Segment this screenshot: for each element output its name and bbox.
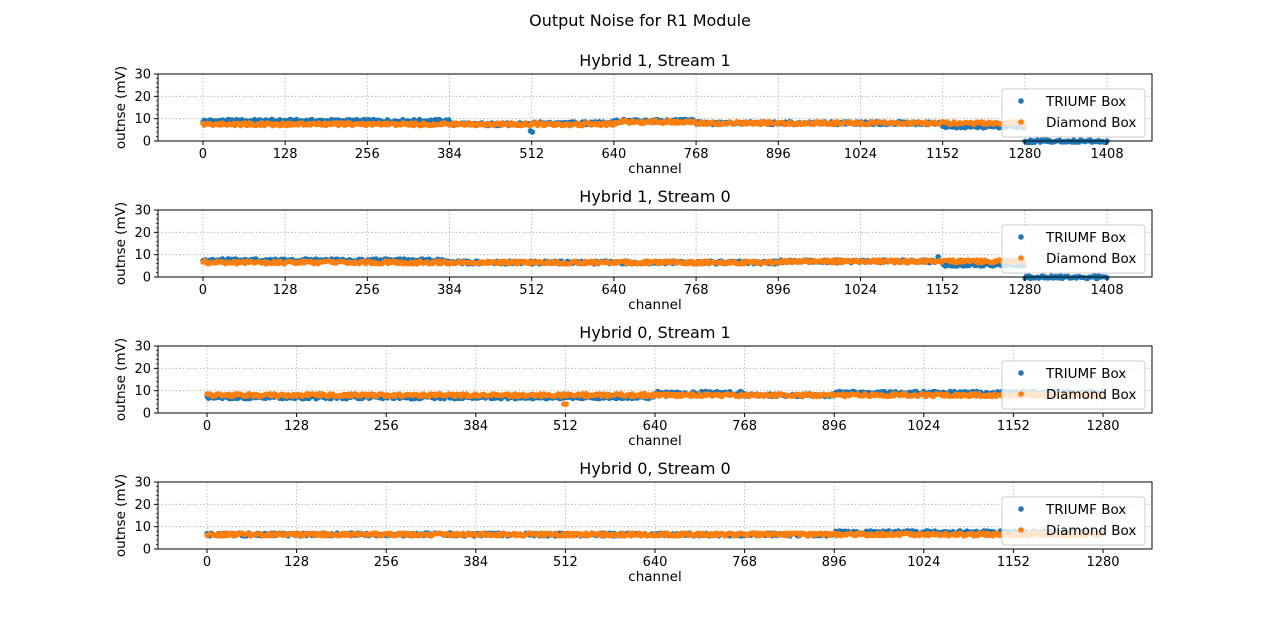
legend: TRIUMF Box Diamond Box xyxy=(1001,88,1146,138)
panel-4: Hybrid 0, Stream 00 128 256 384 512 640 768 896… xyxy=(113,459,1153,585)
x-tick-label: 512 xyxy=(519,147,544,162)
x-tick-label: 1280 xyxy=(1008,283,1041,298)
x-tick-label: 1280 xyxy=(1086,419,1119,434)
y-tick-label: 10 xyxy=(134,248,151,263)
x-tick-label: 1024 xyxy=(844,147,877,162)
legend-marker-triumf xyxy=(1018,98,1024,104)
x-tick-label: 896 xyxy=(766,283,791,298)
legend-label: Diamond Box xyxy=(1046,387,1136,403)
data-point xyxy=(529,129,536,135)
y-tick-label: 0 xyxy=(143,271,151,286)
legend-label: Diamond Box xyxy=(1046,251,1136,267)
y-tick-label: 0 xyxy=(143,407,151,422)
x-tick-label: 0 xyxy=(203,419,211,434)
y-tick-label: 10 xyxy=(134,112,151,127)
y-tick-label: 30 xyxy=(134,340,151,355)
x-tick-label: 640 xyxy=(601,283,626,298)
y-tick-label: 20 xyxy=(134,226,151,241)
x-axis-label: channel xyxy=(628,161,681,177)
panel-title: Hybrid 1, Stream 1 xyxy=(579,51,730,70)
data-point xyxy=(563,401,569,407)
x-tick-label: 768 xyxy=(732,419,757,434)
x-tick-label: 0 xyxy=(199,147,207,162)
panel-title: Hybrid 0, Stream 1 xyxy=(579,323,730,342)
x-tick-label: 1024 xyxy=(844,283,877,298)
legend-marker-diamond xyxy=(1018,255,1024,261)
x-tick-label: 128 xyxy=(273,147,298,162)
y-tick-label: 20 xyxy=(134,90,151,105)
x-tick-label: 1408 xyxy=(1091,283,1124,298)
x-tick-label: 640 xyxy=(643,419,668,434)
panel-3: Hybrid 0, Stream 1 0 128 256 384 512 640 768 896… xyxy=(113,323,1153,449)
y-tick-label: 30 xyxy=(134,204,151,219)
x-tick-label: 256 xyxy=(355,147,380,162)
y-axis-label: outnse (mV) xyxy=(113,66,129,149)
legend-marker-diamond xyxy=(1018,119,1024,125)
x-tick-label: 512 xyxy=(519,283,544,298)
panels: Hybrid 1, Stream 1 0 128 256 384 512 640 768 896… xyxy=(113,51,1153,585)
x-tick-label: 1024 xyxy=(907,419,940,434)
data-point xyxy=(560,391,567,397)
y-tick-label: 20 xyxy=(134,362,151,377)
y-axis-label: outnse (mV) xyxy=(113,202,129,285)
legend-marker-triumf xyxy=(1018,234,1024,240)
x-axis-label: channel xyxy=(628,433,681,449)
legend-label: TRIUMF Box xyxy=(1045,230,1126,246)
y-tick-label: 30 xyxy=(134,68,151,83)
x-tick-label: 896 xyxy=(766,147,791,162)
x-tick-label: 128 xyxy=(273,283,298,298)
x-tick-label: 128 xyxy=(284,419,309,434)
x-tick-label: 1152 xyxy=(926,147,959,162)
x-tick-label: 384 xyxy=(437,147,462,162)
x-tick-label: 0 xyxy=(199,283,207,298)
legend: TRIUMF Box Diamond Box xyxy=(1001,224,1146,274)
x-tick-label: 256 xyxy=(355,283,380,298)
series-diamond xyxy=(200,117,1027,129)
legend-marker-diamond xyxy=(1018,391,1024,397)
x-tick-label: 1280 xyxy=(1008,147,1041,162)
panel-title: Hybrid 1, Stream 0 xyxy=(579,187,730,206)
x-tick-label: 384 xyxy=(437,283,462,298)
figure-title: Output Noise for R1 Module xyxy=(529,11,751,30)
y-tick-label: 10 xyxy=(134,384,151,399)
panel-1: Hybrid 1, Stream 1 0 128 256 384 512 640 768 896… xyxy=(113,51,1153,177)
legend-marker-triumf xyxy=(1018,370,1024,376)
x-tick-label: 1152 xyxy=(997,419,1030,434)
x-tick-label: 640 xyxy=(601,147,626,162)
panel-2: Hybrid 1, Stream 0 0 128 256 384 512 640 768 896… xyxy=(113,187,1153,313)
legend-label: TRIUMF Box xyxy=(1045,94,1126,110)
x-axis-label: channel xyxy=(628,297,681,313)
x-tick-label: 768 xyxy=(684,283,709,298)
y-axis-label: outnse (mV) xyxy=(113,338,129,421)
panel-title: Hybrid 0, Stream 0 xyxy=(579,459,730,478)
x-tick-label: 256 xyxy=(374,419,399,434)
series-diamond xyxy=(204,530,1105,539)
y-tick-label: 0 xyxy=(143,135,151,150)
x-tick-label: 768 xyxy=(684,147,709,162)
x-tick-label: 1408 xyxy=(1091,147,1124,162)
x-tick-label: 1152 xyxy=(926,283,959,298)
legend-label: TRIUMF Box xyxy=(1045,366,1126,382)
x-tick-label: 512 xyxy=(553,419,578,434)
legend: TRIUMF Box Diamond Box xyxy=(1001,360,1146,410)
x-tick-label: 896 xyxy=(822,419,847,434)
x-tick-label: 384 xyxy=(463,419,488,434)
legend-label: Diamond Box xyxy=(1046,115,1136,131)
